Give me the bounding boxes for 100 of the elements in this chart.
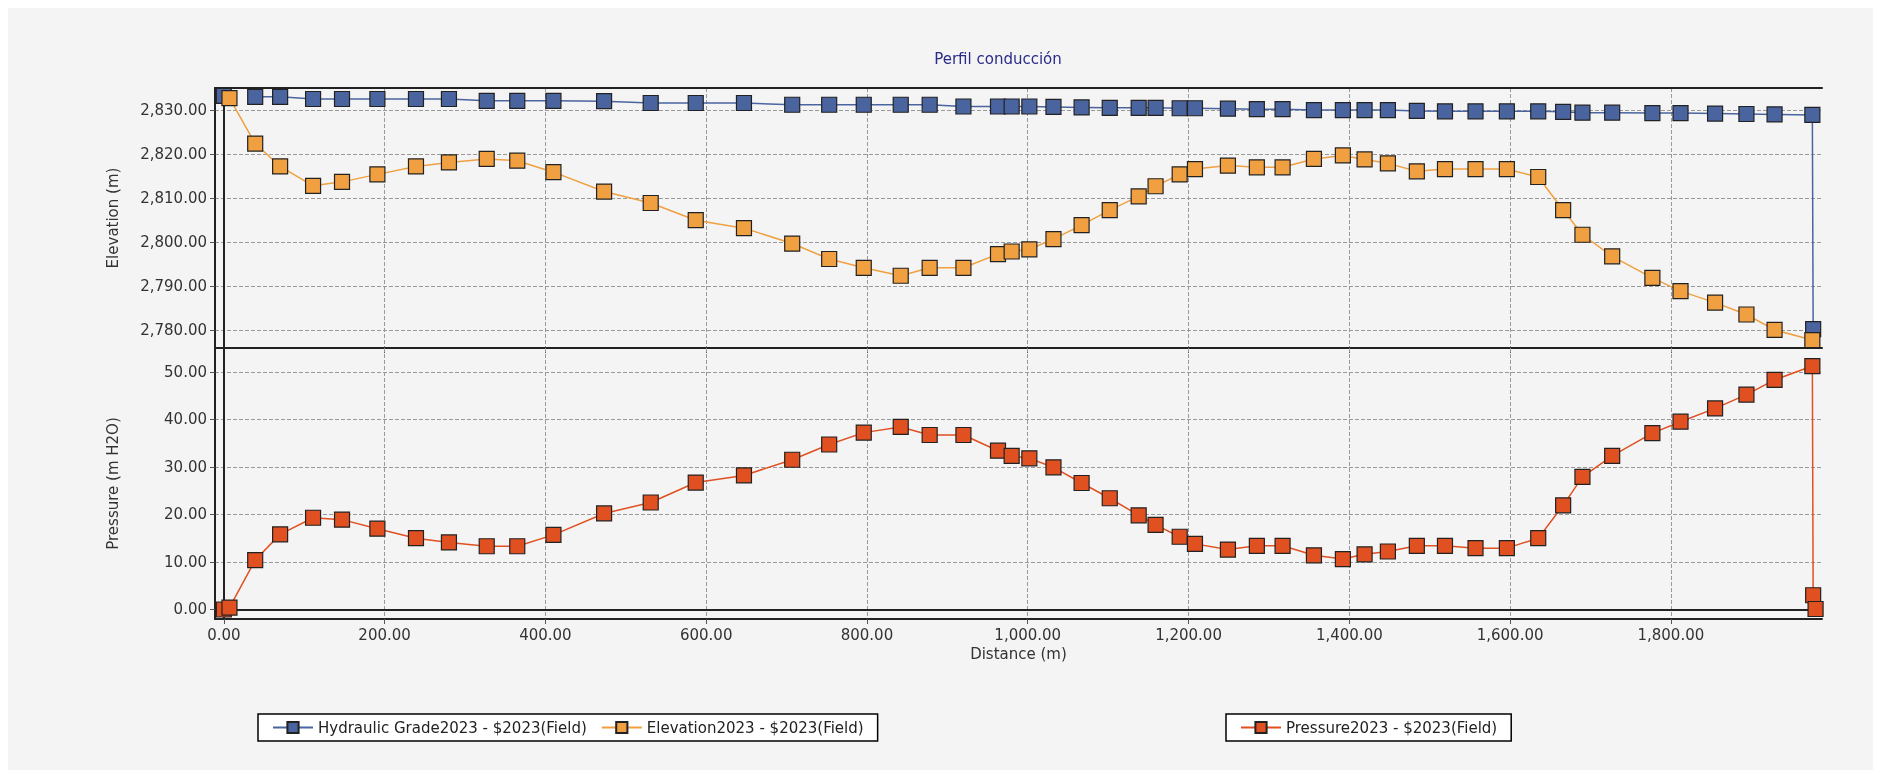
point bbox=[478, 150, 495, 168]
point bbox=[1073, 216, 1090, 234]
point bbox=[1101, 490, 1118, 507]
point bbox=[1530, 103, 1547, 120]
point bbox=[304, 177, 322, 194]
point bbox=[735, 220, 753, 237]
point bbox=[1171, 528, 1188, 545]
point bbox=[784, 96, 801, 113]
point bbox=[1467, 103, 1484, 120]
legend-label: Hydraulic Grade2023 - $2023(Field) bbox=[318, 718, 587, 737]
point bbox=[369, 90, 386, 108]
x-axis-title: Distance (m) bbox=[970, 645, 1067, 664]
y-axis-title: Elevation (m) bbox=[103, 167, 122, 269]
point bbox=[1248, 537, 1265, 554]
point bbox=[1334, 550, 1351, 568]
point bbox=[221, 599, 238, 616]
point bbox=[1147, 99, 1164, 116]
point bbox=[1706, 400, 1724, 417]
point bbox=[1130, 99, 1147, 116]
y-tick-label: 20.00 bbox=[164, 505, 207, 524]
point bbox=[1248, 159, 1265, 176]
point bbox=[509, 92, 526, 109]
point bbox=[1305, 101, 1323, 119]
point bbox=[687, 94, 704, 112]
point bbox=[1555, 497, 1572, 514]
chart-title: Perfil conducción bbox=[934, 49, 1062, 68]
point bbox=[821, 436, 838, 453]
point bbox=[892, 267, 909, 284]
point bbox=[1766, 321, 1783, 339]
point bbox=[509, 538, 526, 555]
point bbox=[1274, 101, 1291, 118]
point bbox=[1305, 547, 1323, 564]
point bbox=[784, 451, 801, 468]
point bbox=[735, 467, 753, 484]
point bbox=[892, 96, 909, 113]
point bbox=[1379, 155, 1396, 172]
y-tick-label: 30.00 bbox=[164, 457, 207, 476]
point bbox=[1334, 147, 1351, 164]
point bbox=[642, 94, 659, 112]
point bbox=[407, 530, 425, 547]
point bbox=[921, 96, 938, 113]
point bbox=[1045, 231, 1062, 248]
point bbox=[1706, 294, 1724, 311]
x-tick-label: 600.00 bbox=[679, 625, 733, 644]
point bbox=[921, 426, 938, 444]
point bbox=[1530, 168, 1547, 186]
point bbox=[1171, 100, 1188, 117]
point bbox=[304, 509, 322, 526]
point bbox=[1003, 447, 1020, 465]
point bbox=[1807, 600, 1824, 618]
point bbox=[1530, 530, 1547, 547]
legend-label: Elevation2023 - $2023(Field) bbox=[646, 718, 864, 737]
x-tick-label: 0.00 bbox=[207, 625, 241, 644]
point bbox=[921, 259, 938, 276]
point bbox=[1498, 160, 1515, 178]
point bbox=[1738, 386, 1755, 403]
y-tick-label: 2,810.00 bbox=[140, 189, 207, 208]
point bbox=[1274, 159, 1291, 176]
x-tick-label: 1,600.00 bbox=[1476, 625, 1544, 644]
x-tick-label: 200.00 bbox=[358, 625, 411, 644]
point bbox=[1248, 101, 1265, 118]
point bbox=[855, 259, 872, 276]
point bbox=[1003, 98, 1020, 115]
point bbox=[1804, 331, 1821, 349]
point bbox=[1436, 103, 1454, 120]
point bbox=[821, 250, 838, 268]
point bbox=[687, 212, 704, 229]
point bbox=[1804, 106, 1821, 123]
x-tick-label: 1,400.00 bbox=[1315, 625, 1383, 644]
point bbox=[1021, 241, 1038, 258]
point bbox=[892, 418, 909, 436]
point bbox=[1467, 160, 1484, 178]
point bbox=[1334, 101, 1351, 119]
point bbox=[1555, 103, 1572, 120]
point bbox=[1021, 450, 1038, 467]
y-tick-label: 40.00 bbox=[164, 410, 207, 429]
point bbox=[1766, 371, 1783, 388]
x-tick-label: 400.00 bbox=[519, 625, 572, 644]
point bbox=[1219, 157, 1237, 174]
legend-label: Pressure2023 - $2023(Field) bbox=[1286, 718, 1498, 737]
point bbox=[1738, 306, 1755, 323]
y-tick-label: 0.00 bbox=[173, 600, 207, 619]
point bbox=[545, 92, 562, 109]
point bbox=[1171, 166, 1188, 183]
y-axis-title: Pressure (m H2O) bbox=[103, 417, 122, 550]
point bbox=[272, 158, 289, 175]
point bbox=[369, 166, 386, 183]
point bbox=[1305, 150, 1323, 168]
point bbox=[1003, 243, 1020, 260]
x-tick-label: 1,000.00 bbox=[994, 625, 1062, 644]
y-tick-label: 2,800.00 bbox=[140, 233, 207, 252]
point bbox=[821, 96, 838, 113]
point bbox=[1186, 160, 1204, 178]
point bbox=[333, 90, 351, 108]
point bbox=[272, 88, 289, 105]
point bbox=[989, 442, 1007, 459]
y-tick-label: 2,820.00 bbox=[140, 145, 207, 164]
point bbox=[1408, 537, 1425, 554]
point bbox=[407, 90, 425, 108]
point bbox=[784, 235, 801, 252]
